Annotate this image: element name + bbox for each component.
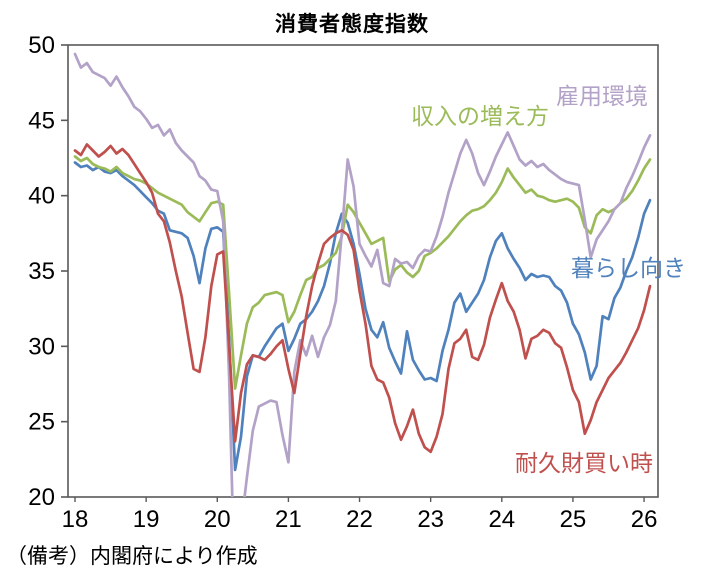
source-note: （備考）内閣府により作成 [6, 545, 258, 568]
x-axis-label-26: 26 [631, 506, 658, 533]
x-axis-label-25: 25 [560, 506, 587, 533]
x-axis-label-24: 24 [488, 506, 515, 533]
series-label-livelihood: 暮らし向き [571, 255, 686, 281]
chart-title: 消費者態度指数 [275, 13, 429, 36]
y-axis-label-30: 30 [28, 333, 55, 360]
x-axis-label-19: 19 [133, 506, 160, 533]
y-axis-label-20: 20 [28, 484, 55, 511]
x-axis-label-21: 21 [275, 506, 302, 533]
series-label-durables: 耐久財買い時 [515, 450, 653, 476]
y-axis-label-25: 25 [28, 409, 55, 436]
series-group [73, 52, 652, 497]
series-line-employment [73, 52, 652, 497]
x-axis-label-22: 22 [346, 506, 373, 533]
x-axis-label-18: 18 [62, 506, 89, 533]
series-line-income [73, 155, 652, 390]
y-axis-label-35: 35 [28, 258, 55, 285]
y-axis-label-45: 45 [28, 107, 55, 134]
series-label-income: 収入の増え方 [411, 103, 549, 129]
x-axis-label-23: 23 [417, 506, 444, 533]
y-axis-label-40: 40 [28, 183, 55, 210]
series-line-durables [73, 143, 652, 454]
y-axis-label-50: 50 [28, 32, 55, 59]
x-axis-label-20: 20 [204, 506, 231, 533]
series-line-livelihood [73, 161, 652, 472]
plot-border [67, 44, 659, 498]
series-label-employment: 雇用環境 [556, 83, 648, 109]
